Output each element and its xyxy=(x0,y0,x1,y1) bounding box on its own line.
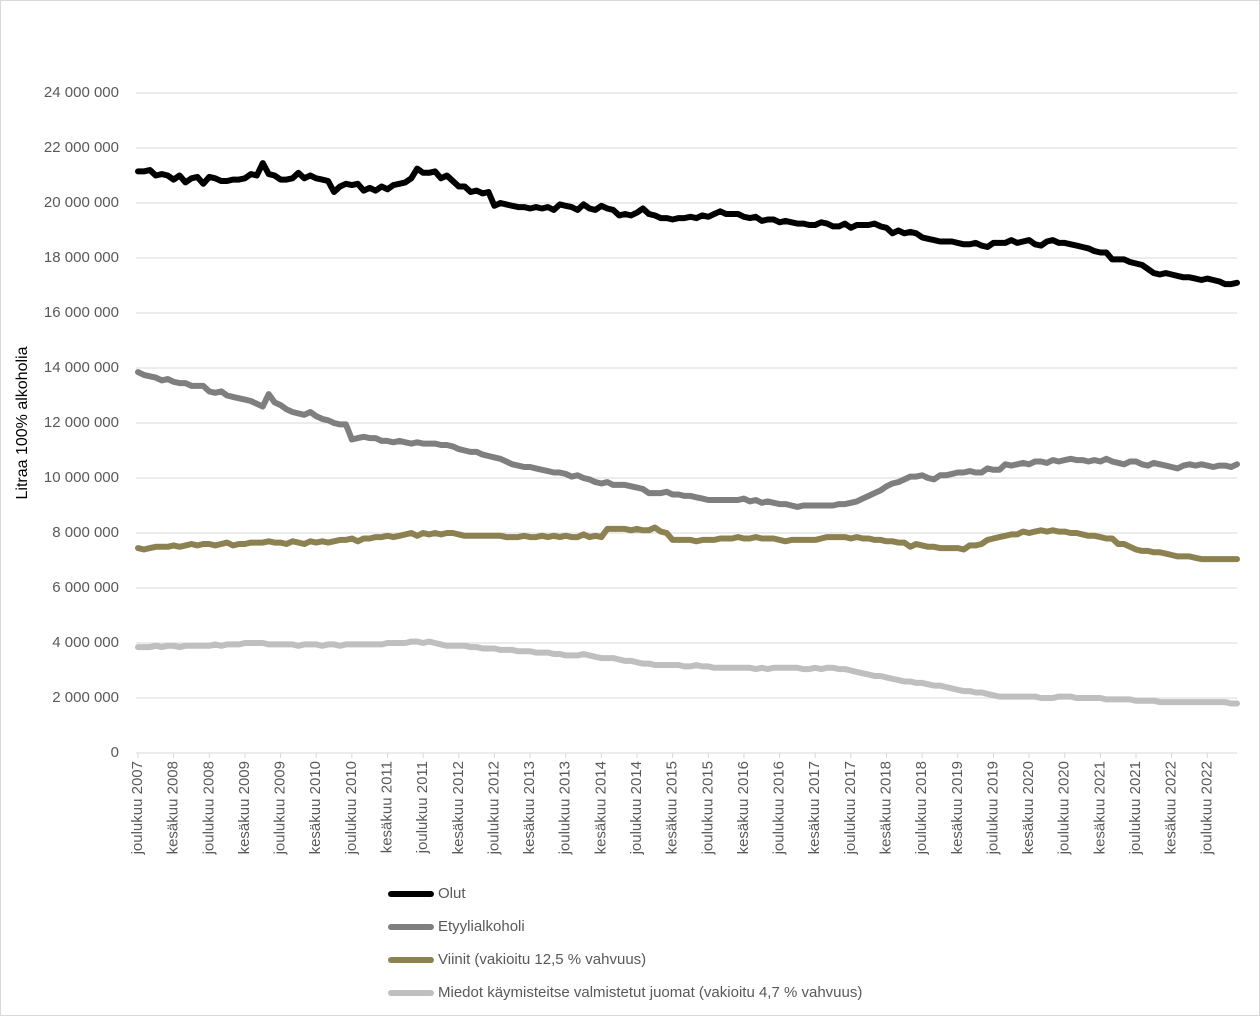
x-tick-label: kesäkuu 2020 xyxy=(1020,761,1037,854)
x-tick-label: joulukuu 2011 xyxy=(414,761,431,854)
legend-label: Olut xyxy=(438,885,466,902)
y-tick-label: 16 000 000 xyxy=(44,304,119,321)
x-tick-label: kesäkuu 2021 xyxy=(1091,761,1108,854)
y-tick-label: 12 000 000 xyxy=(44,414,119,431)
x-tick-label: kesäkuu 2014 xyxy=(592,761,609,854)
y-tick-label: 4 000 000 xyxy=(52,634,119,651)
x-tick-label: joulukuu 2007 xyxy=(129,761,146,855)
y-axis-title: Litraa 100% alkoholia xyxy=(14,346,31,499)
x-tick-label: joulukuu 2020 xyxy=(1056,761,1073,855)
x-tick-label: joulukuu 2019 xyxy=(984,761,1001,855)
x-tick-label: joulukuu 2015 xyxy=(699,761,716,855)
x-tick-label: joulukuu 2013 xyxy=(557,761,574,855)
y-tick-label: 22 000 000 xyxy=(44,139,119,156)
y-tick-label: 0 xyxy=(111,744,119,761)
x-tick-label: joulukuu 2022 xyxy=(1198,761,1215,855)
x-tick-label: kesäkuu 2008 xyxy=(165,761,182,854)
y-tick-label: 18 000 000 xyxy=(44,249,119,266)
x-tick-label: joulukuu 2014 xyxy=(628,761,645,855)
y-tick-label: 24 000 000 xyxy=(44,84,119,101)
legend-label: Etyylialkoholi xyxy=(438,918,525,935)
y-tick-label: 10 000 000 xyxy=(44,469,119,486)
x-tick-label: joulukuu 2008 xyxy=(200,761,217,855)
series-line xyxy=(135,638,1240,707)
series-line xyxy=(135,160,1240,288)
x-tick-label: kesäkuu 2010 xyxy=(307,761,324,854)
x-tick-label: joulukuu 2018 xyxy=(913,761,930,855)
x-tick-label: kesäkuu 2013 xyxy=(521,761,538,854)
y-tick-label: 6 000 000 xyxy=(52,579,119,596)
x-tick-label: joulukuu 2016 xyxy=(771,761,788,855)
x-tick-label: kesäkuu 2011 xyxy=(378,761,395,853)
legend-label: Miedot käymisteitse valmistetut juomat (… xyxy=(438,984,862,1001)
x-tick-label: joulukuu 2010 xyxy=(343,761,360,855)
x-tick-label: joulukuu 2017 xyxy=(842,761,859,855)
series-line xyxy=(135,369,1240,510)
y-tick-label: 2 000 000 xyxy=(52,689,119,706)
x-tick-label: joulukuu 2009 xyxy=(272,761,289,855)
legend-label: Viinit (vakioitu 12,5 % vahvuus) xyxy=(438,951,646,968)
x-tick-label: kesäkuu 2015 xyxy=(664,761,681,854)
x-tick-label: joulukuu 2012 xyxy=(485,761,502,855)
x-tick-label: kesäkuu 2022 xyxy=(1163,761,1180,854)
x-tick-label: joulukuu 2021 xyxy=(1127,761,1144,855)
series-line xyxy=(135,524,1240,563)
x-tick-label: kesäkuu 2016 xyxy=(735,761,752,854)
x-tick-label: kesäkuu 2009 xyxy=(236,761,253,854)
x-tick-label: kesäkuu 2018 xyxy=(877,761,894,854)
y-tick-label: 14 000 000 xyxy=(44,359,119,376)
x-tick-label: kesäkuu 2017 xyxy=(806,761,823,854)
y-tick-label: 20 000 000 xyxy=(44,194,119,211)
x-tick-label: kesäkuu 2012 xyxy=(450,761,467,854)
x-tick-label: kesäkuu 2019 xyxy=(949,761,966,854)
y-tick-label: 8 000 000 xyxy=(52,524,119,541)
